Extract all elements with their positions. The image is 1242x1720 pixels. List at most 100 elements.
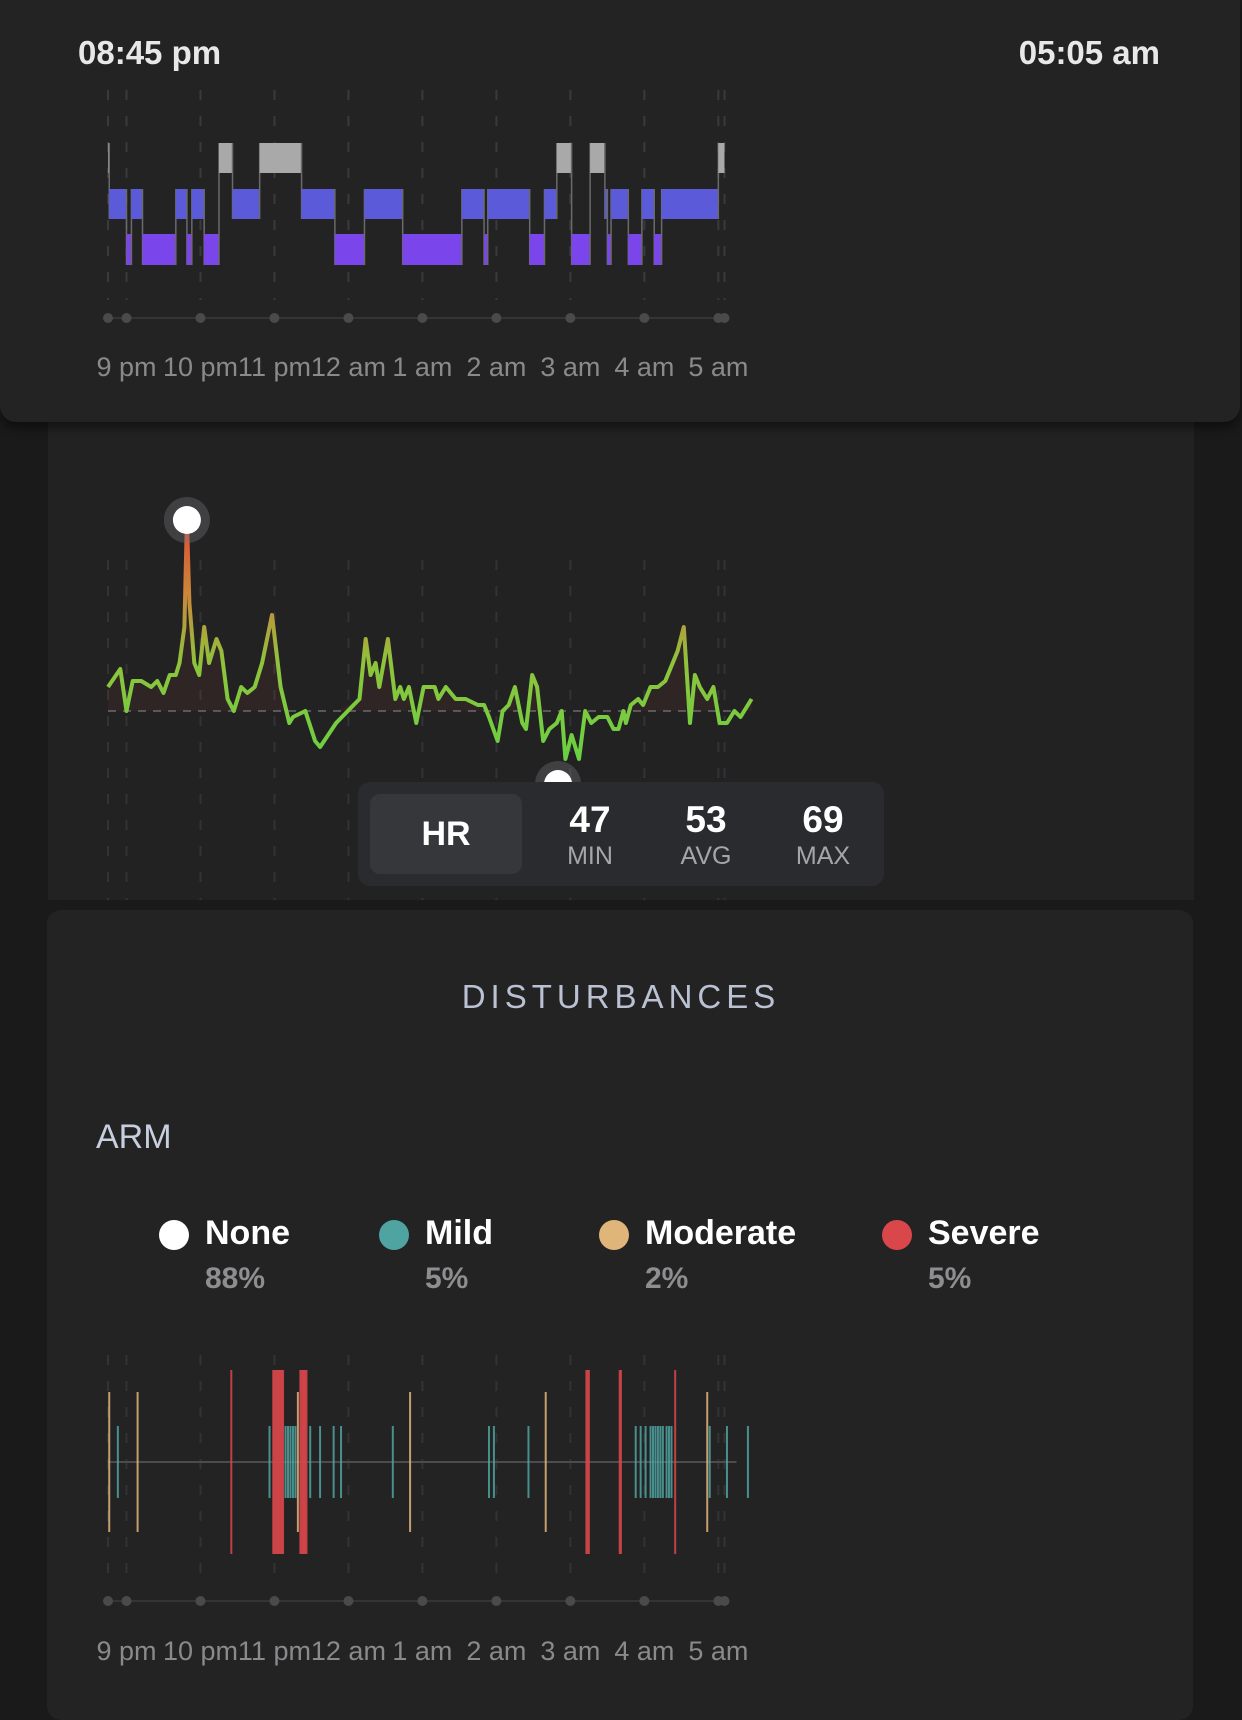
stage-bar-deep	[571, 234, 591, 265]
axis-tick-dot	[417, 1596, 428, 1606]
hr-avg-label: AVG	[680, 842, 732, 870]
stage-bar-deep	[607, 234, 612, 265]
legend-name-severe: Severe	[928, 1214, 1040, 1252]
axis-tick-dot	[195, 313, 206, 323]
hr-stats-title: HR	[370, 794, 522, 874]
axis-tick-dot	[103, 313, 113, 323]
axis-tick-label: 5 am	[688, 1636, 749, 1666]
legend-dot-none	[159, 1220, 189, 1250]
axis-tick-label: 1 am	[392, 352, 453, 382]
axis-tick-label: 4 am	[614, 352, 675, 382]
hr-avg-stat: 53 AVG	[656, 800, 756, 872]
axis-tick-label: 12 am	[310, 1636, 386, 1666]
stage-bar-deep	[186, 234, 192, 265]
axis-tick-label: 5 am	[688, 352, 749, 382]
axis-tick-label: 2 am	[466, 352, 527, 382]
legend-pct-moderate: 2%	[645, 1262, 689, 1295]
axis-tick-dot	[269, 313, 280, 323]
axis-tick-label: 2 am	[466, 1636, 527, 1666]
hr-area	[108, 519, 752, 711]
hr-min-stat: 47 MIN	[540, 800, 640, 872]
stage-bar-light	[461, 189, 485, 219]
heart-rate-chart[interactable]	[0, 0, 1242, 910]
axis-tick-dot	[269, 1596, 280, 1606]
stage-bar-deep	[142, 234, 176, 265]
hr-line	[106, 517, 754, 761]
stage-bar-deep	[529, 234, 545, 265]
legend-name-mild: Mild	[425, 1214, 493, 1252]
hr-min-value: 47	[569, 799, 611, 840]
hr-avg-value: 53	[685, 799, 727, 840]
axis-tick-dot	[195, 1596, 206, 1606]
axis-tick-label: 10 pm	[162, 352, 238, 382]
legend-pct-none: 88%	[205, 1262, 266, 1295]
stage-bar-light	[661, 189, 719, 219]
stage-bar-light	[131, 189, 143, 219]
stage-bar-deep	[484, 234, 488, 265]
axis-tick-label: 12 am	[310, 352, 386, 382]
stage-bar-awake	[590, 143, 605, 173]
legend-dot-moderate	[599, 1220, 629, 1250]
stage-bar-deep	[402, 234, 462, 265]
arm-section-label: ARM	[96, 1118, 172, 1156]
legend-dot-mild	[379, 1220, 409, 1250]
legend-name-moderate: Moderate	[645, 1214, 797, 1252]
hr-stats-box: HR 47 MIN 53 AVG 69 MAX	[358, 782, 884, 886]
disturbances-title: DISTURBANCES	[461, 978, 781, 1015]
axis-tick-dot	[343, 1596, 354, 1606]
stage-bar-deep	[628, 234, 642, 265]
axis-tick-dot	[565, 313, 576, 323]
axis-tick-label: 9 pm	[96, 352, 157, 382]
stage-bar-deep	[204, 234, 219, 265]
end-time: 05:05 am	[1018, 34, 1160, 71]
axis-tick-label: 1 am	[392, 1636, 453, 1666]
stage-bar-light	[364, 189, 403, 219]
stage-bar-light	[109, 189, 127, 219]
stage-bar-light	[544, 189, 557, 219]
stage-bar-light	[641, 189, 655, 219]
axis-tick-dot	[639, 1596, 650, 1606]
axis-tick-dot	[121, 313, 132, 323]
stage-bar-light	[611, 189, 629, 219]
stage-bar-awake	[218, 143, 233, 173]
legend-pct-mild: 5%	[425, 1262, 469, 1295]
hr-max-value: 69	[802, 799, 844, 840]
hypnogram-chart[interactable]	[0, 0, 1240, 422]
axis-tick-dot	[491, 313, 502, 323]
axis-tick-label: 4 am	[614, 1636, 675, 1666]
axis-tick-label: 3 am	[540, 352, 601, 382]
legend-name-none: None	[205, 1214, 290, 1252]
legend-pct-severe: 5%	[928, 1262, 972, 1295]
stage-bar-deep	[654, 234, 662, 265]
axis-tick-dot	[417, 313, 428, 323]
axis-tick-dot	[491, 1596, 502, 1606]
stage-bar-light	[191, 189, 205, 219]
hr-max-label: MAX	[795, 842, 851, 870]
axis-tick-label: 10 pm	[162, 1636, 238, 1666]
axis-tick-label: 11 pm	[237, 1636, 311, 1666]
axis-tick-label: 9 pm	[96, 1636, 157, 1666]
hr-max-marker	[172, 506, 201, 534]
stage-bar-light	[604, 189, 608, 219]
stage-bar-deep	[334, 234, 365, 265]
stage-bar-deep	[126, 234, 132, 265]
start-time: 08:45 pm	[78, 34, 222, 71]
stage-bar-awake	[259, 143, 302, 173]
stage-bar-light	[232, 189, 260, 219]
hr-max-stat: 69 MAX	[773, 800, 873, 872]
stage-bar-awake	[556, 143, 572, 173]
axis-tick-dot	[639, 313, 650, 323]
legend-dot-severe	[882, 1220, 912, 1250]
axis-tick-dot	[719, 1596, 730, 1606]
axis-tick-dot	[103, 1596, 113, 1606]
axis-tick-dot	[565, 1596, 576, 1606]
axis-tick-dot	[343, 313, 354, 323]
axis-tick-dot	[719, 313, 730, 323]
stage-bar-light	[487, 189, 530, 219]
hr-min-label: MIN	[567, 842, 613, 870]
stage-bar-light	[301, 189, 335, 219]
disturbances-card	[47, 910, 1193, 1720]
axis-tick-dot	[121, 1596, 132, 1606]
axis-tick-label: 11 pm	[237, 352, 311, 382]
